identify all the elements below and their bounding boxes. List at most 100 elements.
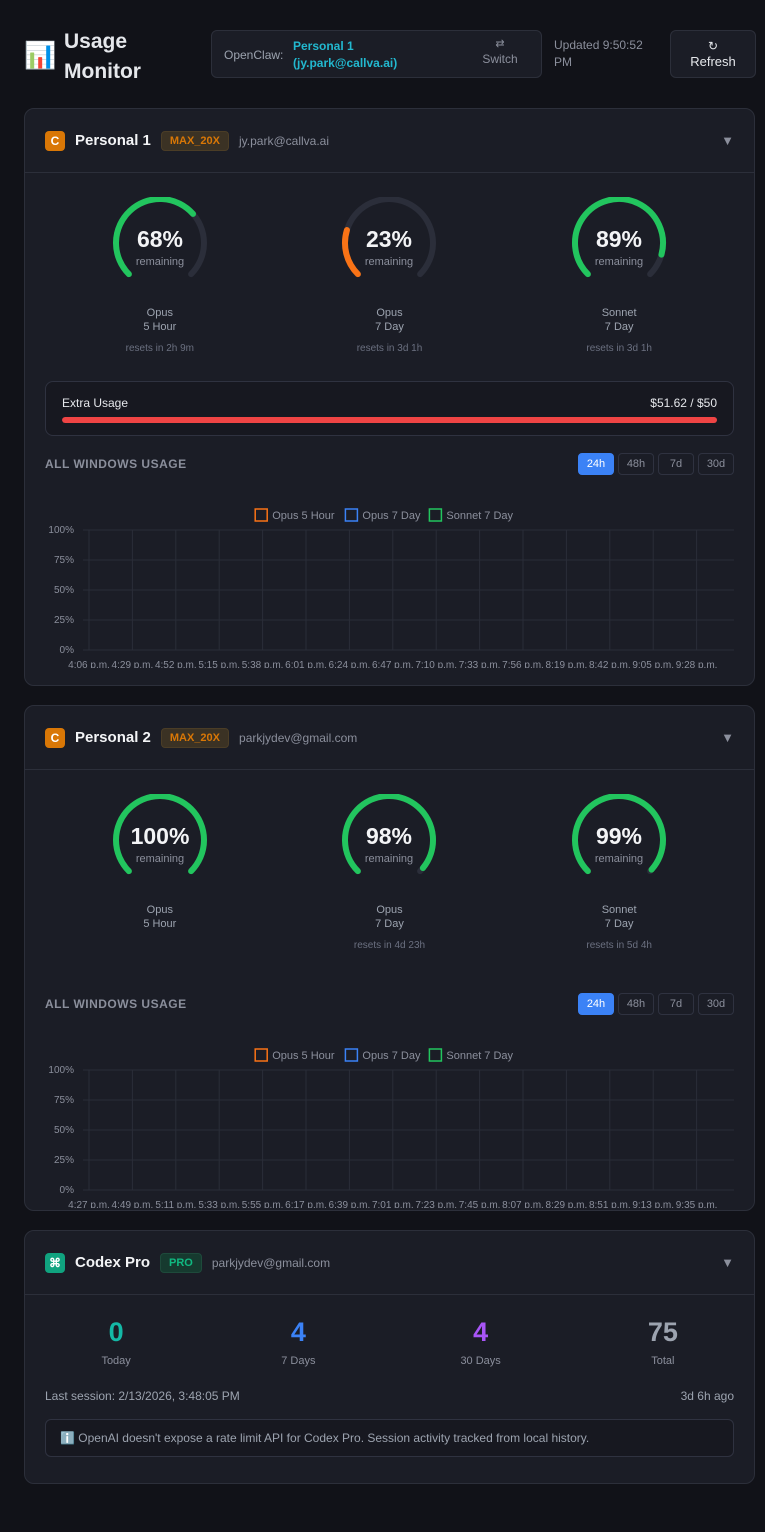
gauge-arc [112,197,196,278]
range-button[interactable]: 30d [698,993,734,1015]
x-tick-label: 7:23 p.m. [415,1200,457,1208]
x-tick-label: 8:42 p.m. [589,660,631,668]
collapse-toggle[interactable]: ▼ [721,1255,734,1270]
x-tick-label: 7:45 p.m. [459,1200,501,1208]
range-button[interactable]: 7d [658,453,694,475]
gauge-window: 5 Hour [143,918,177,930]
gauge-value: 98% [366,823,412,849]
codex-stats: 0 Today 4 7 Days 4 30 Days 75 Total [25,1295,754,1367]
extra-usage-bar [62,417,717,423]
gauge-reset: resets in 3d 1h [586,343,652,354]
gauge-arc [572,197,667,278]
gauge-model: Opus [376,307,403,319]
gauge-window: 7 Day [604,321,634,333]
card-header: C Personal 2 MAX_20X parkjydev@gmail.com ▼ [25,706,754,770]
legend-label: Opus 5 Hour [272,1050,335,1062]
y-tick-label: 0% [60,1185,75,1196]
stat-label: 30 Days [460,1355,501,1367]
gauge-value: 68% [137,226,183,252]
card-header: C Personal 1 MAX_20X jy.park@callva.ai ▼ [25,109,754,173]
account-name: Codex Pro [75,1254,151,1271]
y-tick-label: 25% [54,615,74,626]
x-tick-label: 5:15 p.m. [198,660,240,668]
x-tick-label: 5:55 p.m. [242,1200,284,1208]
account-card: C Personal 2 MAX_20X parkjydev@gmail.com ▼ 10… [24,705,755,1211]
stat-value: 4 [473,1317,489,1347]
extra-usage-amount: $51.62 / $50 [650,396,717,410]
gauge-value: 99% [596,823,642,849]
stat: 75 Total [572,1317,754,1367]
range-button[interactable]: 7d [658,993,694,1015]
y-tick-label: 0% [60,645,75,656]
gauge-row: 100% remaining Opus 5 Hour 98% remaining Opus 7… [25,770,754,976]
x-tick-label: 6:01 p.m. [285,660,327,668]
gauge-model: Sonnet [601,307,637,319]
gauge: 99% remaining Sonnet 7 Day resets in 5d 4h [504,794,734,984]
switch-label: Switch [482,52,518,66]
account-name: Personal 1 [75,132,151,149]
y-tick-label: 25% [54,1155,74,1166]
y-tick-label: 50% [54,585,74,596]
account-email: parkjydev@gmail.com [211,1255,331,1270]
range-button[interactable]: 24h [578,993,614,1015]
x-tick-label: 8:51 p.m. [589,1200,631,1208]
range-button[interactable]: 48h [618,993,654,1015]
session-row: Last session: 2/13/2026, 3:48:05 PM 3d 6h… [25,1389,754,1403]
gauge-reset: resets in 3d 1h [356,343,423,354]
gauge-sub: remaining [136,256,184,268]
gauge-sub: remaining [365,256,413,268]
stat-label: 7 Days [281,1355,316,1367]
x-tick-label: 6:47 p.m. [372,660,414,668]
account-badge: ⌘ [45,1252,65,1273]
gauge-model: Sonnet [601,904,637,916]
gauge-model: Opus [146,904,173,916]
chart-title: ALL WINDOWS USAGE [45,997,187,1011]
stat-value: 0 [108,1317,124,1347]
legend-swatch [428,508,443,522]
refresh-icon: ↻ [707,39,719,53]
x-tick-label: 7:01 p.m. [372,1200,414,1208]
app-title: Usage Monitor [64,30,141,83]
x-tick-label: 6:24 p.m. [329,660,371,668]
legend-swatch [344,1048,359,1062]
x-tick-label: 7:33 p.m. [459,660,501,668]
y-tick-label: 50% [54,1125,74,1136]
refresh-button[interactable]: ↻ Refresh [670,30,756,78]
x-tick-label: 4:27 p.m. [68,1200,110,1208]
gauge-window: 7 Day [375,918,404,930]
account-badge: C [45,727,65,748]
x-tick-label: 4:49 p.m. [112,1200,154,1208]
gauge-svg: 89% remaining [572,197,667,278]
range-button[interactable]: 48h [618,453,654,475]
y-tick-label: 100% [48,1065,74,1076]
range-button[interactable]: 24h [578,453,614,475]
x-tick-label: 5:38 p.m. [242,660,284,668]
chart-header: ALL WINDOWS USAGE 24h 48h 7d 30d [25,452,754,476]
account-email: parkjydev@gmail.com [239,730,358,745]
gauge-reset: resets in 4d 23h [353,940,426,951]
account-email: jy.park@callva.ai [239,133,330,148]
legend-label: Sonnet 7 Day [446,510,513,522]
range-button[interactable]: 30d [698,453,734,475]
gauge-value: 100% [130,823,189,849]
x-tick-label: 5:11 p.m. [155,1200,196,1208]
collapse-toggle[interactable]: ▼ [721,133,734,148]
gauge: 23% remaining Opus 7 Day resets in 3d 1h [275,197,505,387]
switch-button[interactable]: ⇄ Switch [470,37,530,66]
x-tick-label: 8:29 p.m. [546,1200,588,1208]
collapse-toggle[interactable]: ▼ [721,730,734,745]
codex-card: ⌘ Codex Pro PRO parkjydev@gmail.com ▼ 0 Today 4… [24,1230,755,1484]
y-tick-label: 75% [54,1095,74,1106]
y-tick-label: 100% [48,525,74,536]
refresh-label: Refresh [690,54,736,69]
stat-label: Total [651,1355,675,1367]
stat-label: Today [101,1355,131,1367]
stat-value: 75 [647,1317,678,1347]
x-tick-label: 7:56 p.m. [502,660,544,668]
x-tick-label: 5:33 p.m. [198,1200,240,1208]
extra-usage-row: Extra Usage $51.62 / $50 [62,396,717,410]
y-tick-label: 75% [54,555,74,566]
x-tick-label: 9:13 p.m. [632,1200,674,1208]
active-account: Personal 1 (jy.park@callva.ai) [293,39,398,70]
session-ago: 3d 6h ago [680,1389,734,1403]
